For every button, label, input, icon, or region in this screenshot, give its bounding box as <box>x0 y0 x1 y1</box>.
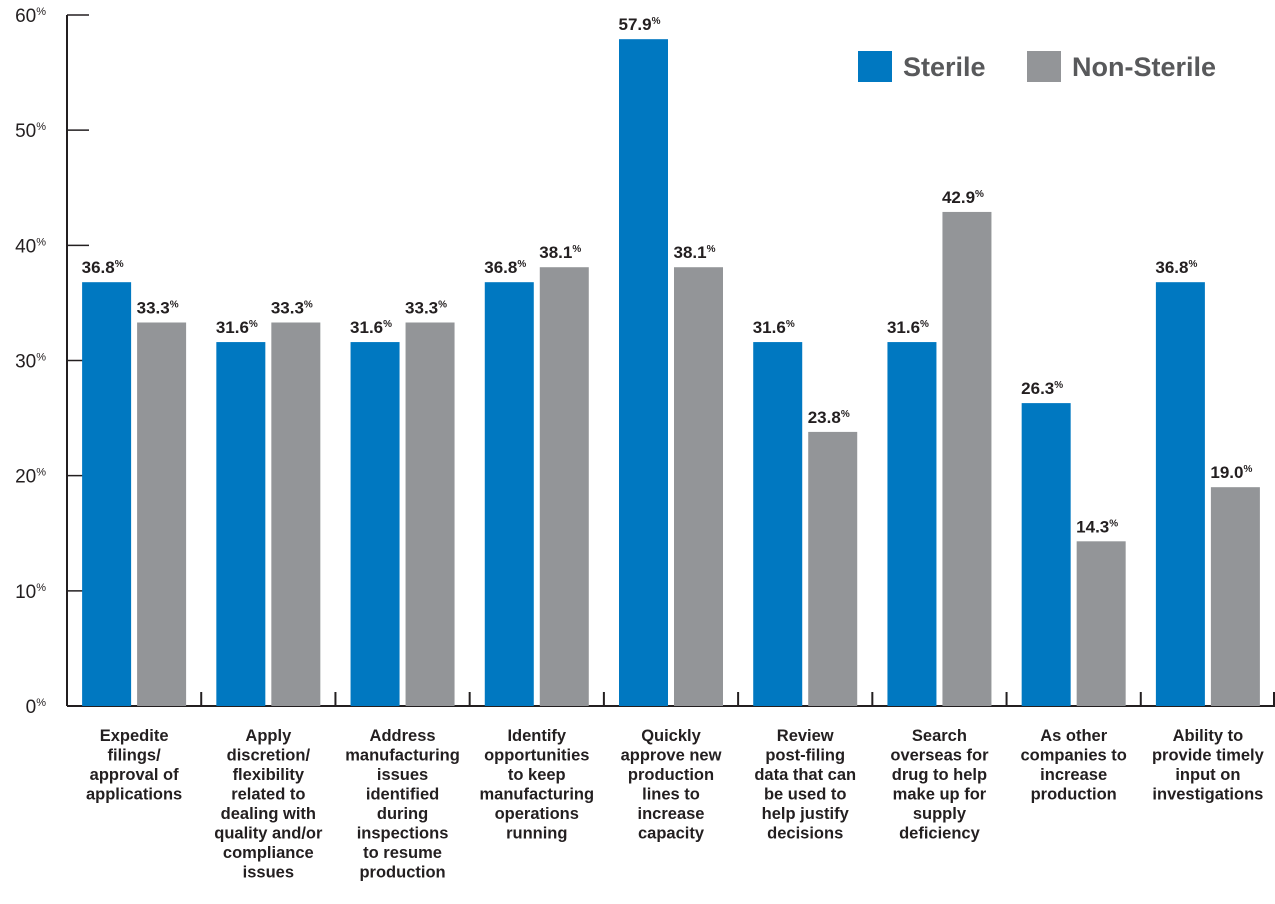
bar-sterile <box>484 282 534 706</box>
data-label: 19.0% <box>1210 463 1252 482</box>
legend-label-sterile: Sterile <box>903 52 986 82</box>
legend-swatch-non-sterile <box>1027 51 1061 82</box>
legend-swatch-sterile <box>858 51 892 82</box>
y-tick-label: 40% <box>15 236 46 257</box>
data-label: 57.9% <box>619 15 661 34</box>
bar-sterile <box>619 39 668 707</box>
bar-non-sterile <box>674 267 723 706</box>
y-tick-label: 0% <box>26 697 47 718</box>
x-category-label: Identify opportunities to keep manufacturin… <box>479 727 594 843</box>
y-tick-label: 30% <box>15 352 46 373</box>
chart-legend: Sterile Non-Sterile <box>858 51 1216 82</box>
data-label: 31.6% <box>753 318 795 337</box>
x-category-label: Expedite filings/approval of applications <box>86 727 182 804</box>
y-tick-label: 50% <box>15 121 46 142</box>
bar-non-sterile <box>1076 541 1126 706</box>
x-category-label: Ability to provide timely input on investig… <box>1152 727 1265 804</box>
data-label: 36.8% <box>1155 258 1197 277</box>
data-label: 38.1% <box>539 243 581 262</box>
bar-non-sterile <box>271 322 321 706</box>
y-tick-label: 20% <box>15 467 46 488</box>
bar-non-sterile <box>137 322 187 706</box>
bar-non-sterile <box>808 431 858 706</box>
data-label: 36.8% <box>484 258 526 277</box>
bar-non-sterile <box>942 211 992 706</box>
data-label: 33.3% <box>137 298 179 317</box>
bar-non-sterile <box>539 267 589 706</box>
x-category-label: Search overseas for drug to help make up fo… <box>890 727 989 843</box>
data-label: 23.8% <box>808 408 850 427</box>
data-label: 31.6% <box>887 318 929 337</box>
data-label: 33.3% <box>271 298 313 317</box>
data-label: 14.3% <box>1076 517 1118 536</box>
x-category-label: Quickly approve new production lines to incr… <box>621 727 722 843</box>
bar-sterile <box>887 342 937 706</box>
x-category-label: Apply discretion/flexibility related to dea… <box>214 727 323 882</box>
y-tick-label: 10% <box>15 582 46 603</box>
data-label: 42.9% <box>942 188 984 207</box>
data-label: 26.3% <box>1021 379 1063 398</box>
chart-labels: 36.8% 33.3% Expedite filings/approval of app… <box>82 15 1265 881</box>
bar-non-sterile <box>405 322 455 706</box>
chart-bars <box>82 39 1260 707</box>
x-category-label: Review post-filing data that can be used to… <box>754 727 856 843</box>
y-tick-label: 60% <box>15 6 46 27</box>
data-label: 36.8% <box>82 258 124 277</box>
bar-sterile <box>1021 403 1071 706</box>
bar-sterile <box>82 282 132 706</box>
data-label: 31.6% <box>350 318 392 337</box>
data-label: 38.1% <box>674 243 716 262</box>
bar-sterile <box>753 342 803 706</box>
bar-non-sterile <box>1210 487 1260 706</box>
bar-sterile <box>1155 282 1205 706</box>
x-category-label: Address manufacturing issues identified duri… <box>345 727 460 882</box>
bar-sterile <box>350 342 400 706</box>
data-label: 33.3% <box>405 298 447 317</box>
legend-label-non-sterile: Non-Sterile <box>1072 52 1216 82</box>
bar-sterile <box>216 342 266 706</box>
data-label: 31.6% <box>216 318 258 337</box>
x-category-label: As other companies to increase production <box>1020 727 1126 804</box>
